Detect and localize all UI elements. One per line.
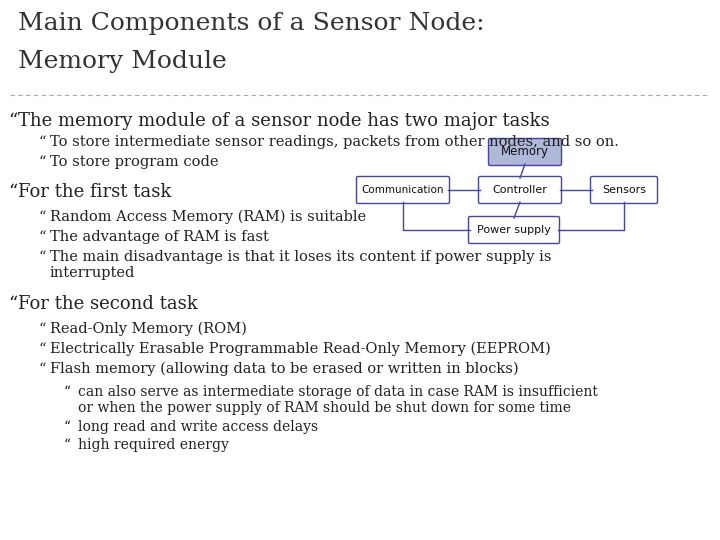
FancyBboxPatch shape [469,217,559,244]
Text: Memory: Memory [501,145,549,159]
Text: “: “ [64,438,71,452]
Text: Power supply: Power supply [477,225,551,235]
Text: For the second task: For the second task [18,295,198,313]
Text: “: “ [8,183,17,201]
Text: “: “ [38,362,45,376]
Text: Memory Module: Memory Module [18,50,227,73]
Text: “: “ [38,322,45,336]
Text: Sensors: Sensors [602,185,646,195]
Text: “: “ [8,112,17,130]
Text: Flash memory (allowing data to be erased or written in blocks): Flash memory (allowing data to be erased… [50,362,518,376]
Text: The advantage of RAM is fast: The advantage of RAM is fast [50,230,269,244]
Text: “: “ [38,250,45,264]
Text: “: “ [38,155,45,169]
Text: Random Access Memory (RAM) is suitable: Random Access Memory (RAM) is suitable [50,210,366,225]
Text: Main Components of a Sensor Node:: Main Components of a Sensor Node: [18,12,485,35]
FancyBboxPatch shape [479,177,562,204]
Text: To store program code: To store program code [50,155,218,169]
FancyBboxPatch shape [488,138,562,165]
Text: To store intermediate sensor readings, packets from other nodes, and so on.: To store intermediate sensor readings, p… [50,135,619,149]
Text: “: “ [64,385,71,399]
Text: Read-Only Memory (ROM): Read-Only Memory (ROM) [50,322,247,336]
Text: Controller: Controller [492,185,547,195]
Text: The memory module of a sensor node has two major tasks: The memory module of a sensor node has t… [18,112,549,130]
Text: “: “ [38,210,45,224]
Text: “: “ [38,342,45,356]
Text: can also serve as intermediate storage of data in case RAM is insufficient
or wh: can also serve as intermediate storage o… [78,385,598,415]
Text: The main disadvantage is that it loses its content if power supply is
interrupte: The main disadvantage is that it loses i… [50,250,552,280]
FancyBboxPatch shape [590,177,657,204]
Text: high required energy: high required energy [78,438,229,452]
Text: “: “ [38,230,45,244]
FancyBboxPatch shape [356,177,449,204]
Text: For the first task: For the first task [18,183,171,201]
Text: “: “ [8,295,17,313]
Text: “: “ [38,135,45,149]
Text: long read and write access delays: long read and write access delays [78,420,318,434]
Text: “: “ [64,420,71,434]
Text: Electrically Erasable Programmable Read-Only Memory (EEPROM): Electrically Erasable Programmable Read-… [50,342,551,356]
Text: Communication: Communication [361,185,444,195]
